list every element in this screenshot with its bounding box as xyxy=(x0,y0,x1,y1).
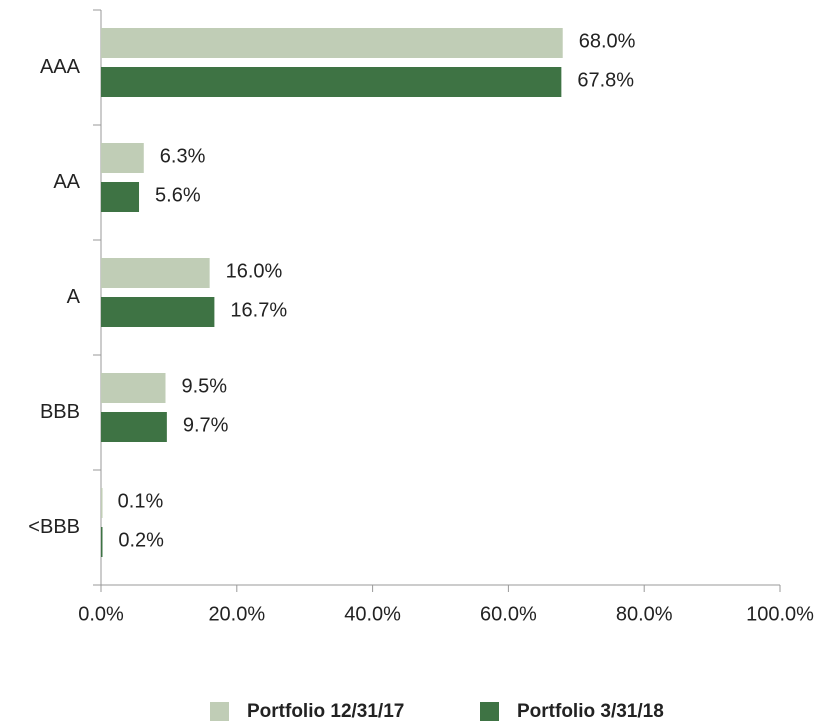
bar xyxy=(101,488,103,518)
data-label: 16.7% xyxy=(230,299,287,321)
data-label: 9.5% xyxy=(182,375,228,397)
x-tick-label: 80.0% xyxy=(616,603,673,625)
legend-swatch xyxy=(210,702,229,721)
data-label: 6.3% xyxy=(160,145,206,167)
data-label: 68.0% xyxy=(579,30,636,52)
y-tick-label: AA xyxy=(53,171,80,193)
x-tick-label: 40.0% xyxy=(344,603,401,625)
data-label: 0.1% xyxy=(118,490,164,512)
x-tick-label: 60.0% xyxy=(480,603,537,625)
bar xyxy=(101,28,563,58)
bar xyxy=(101,412,167,442)
bar xyxy=(101,143,144,173)
y-tick-label: BBB xyxy=(40,401,80,423)
legend-label: Portfolio 3/31/18 xyxy=(517,701,664,722)
bar xyxy=(101,258,210,288)
legend-swatch xyxy=(480,702,499,721)
data-label: 5.6% xyxy=(155,184,201,206)
bar xyxy=(101,373,166,403)
bar xyxy=(101,182,140,212)
x-tick-label: 100.0% xyxy=(746,603,814,625)
data-label: 0.2% xyxy=(118,529,164,551)
x-tick-label: 0.0% xyxy=(78,603,124,625)
data-label: 9.7% xyxy=(183,414,229,436)
data-label: 67.8% xyxy=(577,69,634,91)
bar xyxy=(101,527,103,557)
legend-label: Portfolio 12/31/17 xyxy=(247,701,404,722)
y-tick-label: AAA xyxy=(40,56,81,78)
bar xyxy=(101,297,215,327)
y-tick-label: A xyxy=(67,286,81,308)
bar xyxy=(101,67,562,97)
data-label: 16.0% xyxy=(226,260,283,282)
x-tick-label: 20.0% xyxy=(208,603,265,625)
y-tick-label: <BBB xyxy=(28,516,80,538)
